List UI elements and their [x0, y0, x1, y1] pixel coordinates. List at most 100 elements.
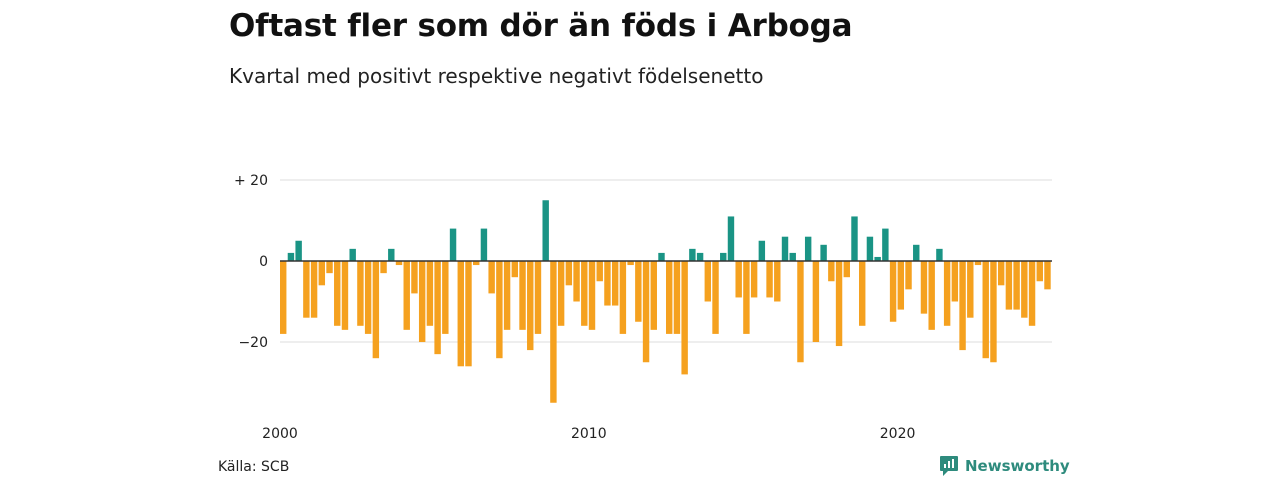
bar — [696, 252, 704, 261]
bar — [673, 261, 681, 334]
bar — [480, 228, 488, 261]
bar — [689, 248, 696, 261]
bar — [1013, 261, 1020, 310]
bar — [974, 261, 982, 266]
bar — [843, 261, 850, 278]
bar — [318, 261, 326, 286]
chart-subtitle: Kvartal med positivt respektive negativt… — [229, 64, 764, 88]
bar — [959, 261, 966, 351]
bar — [681, 261, 688, 375]
bar — [774, 261, 781, 302]
brand-name: Newsworthy — [965, 457, 1070, 475]
bar — [287, 252, 295, 261]
bar — [951, 261, 959, 302]
bar — [596, 261, 603, 282]
bar — [488, 261, 495, 294]
brand-logo: Newsworthy — [939, 455, 1070, 477]
bar — [395, 261, 403, 266]
bar — [712, 261, 719, 334]
bar — [851, 216, 858, 261]
y-tick-label: 0 — [259, 254, 268, 270]
bar — [403, 261, 410, 330]
bar — [1036, 261, 1043, 282]
bar — [735, 261, 742, 298]
bar — [434, 261, 441, 355]
bar — [557, 261, 565, 326]
bar — [1028, 261, 1036, 326]
bar — [936, 248, 943, 261]
bar — [418, 261, 426, 342]
bar — [835, 261, 843, 347]
bar — [442, 261, 449, 334]
bar — [897, 261, 905, 310]
bar — [542, 200, 549, 261]
chart-title: Oftast fler som dör än föds i Arboga — [229, 8, 853, 44]
bar — [581, 261, 588, 326]
bar — [611, 261, 619, 306]
bar — [859, 261, 866, 326]
bar — [882, 228, 889, 261]
bar — [797, 261, 804, 363]
bar — [380, 261, 387, 274]
newsworthy-logo-icon — [940, 456, 958, 476]
bar — [349, 248, 356, 261]
bar — [565, 261, 573, 286]
bar — [1021, 261, 1028, 318]
x-tick-label: 2020 — [880, 426, 916, 442]
source-note: Källa: SCB — [218, 459, 290, 475]
bar — [457, 261, 464, 367]
bar — [642, 261, 650, 363]
bar — [866, 236, 874, 261]
bar — [666, 261, 673, 334]
x-tick-label: 2000 — [262, 426, 298, 442]
x-tick-label: 2010 — [571, 426, 607, 442]
bar — [766, 261, 773, 298]
bar — [658, 252, 665, 261]
bar — [943, 261, 951, 326]
bar — [812, 261, 820, 342]
bar — [750, 261, 758, 298]
bar — [905, 261, 912, 290]
bar — [1005, 261, 1013, 310]
bar — [650, 261, 657, 330]
bar — [889, 261, 897, 322]
bar — [997, 261, 1005, 286]
bar — [982, 261, 989, 359]
bar — [990, 261, 997, 363]
bar — [635, 261, 642, 322]
bar — [789, 252, 796, 261]
bar — [604, 261, 611, 306]
bar — [334, 261, 341, 326]
bar — [967, 261, 974, 318]
bar — [1044, 261, 1051, 290]
bar — [820, 244, 827, 261]
bar — [928, 261, 935, 330]
bar — [781, 236, 789, 261]
bar — [449, 228, 457, 261]
bar — [519, 261, 526, 330]
bar — [473, 261, 480, 266]
bar — [588, 261, 596, 330]
bar — [619, 261, 627, 334]
bar — [411, 261, 418, 294]
y-tick-label: −20 — [238, 335, 268, 351]
bar — [388, 248, 395, 261]
bar — [303, 261, 310, 318]
bar — [357, 261, 364, 326]
bar — [310, 261, 318, 318]
bar — [503, 261, 511, 330]
bar — [496, 261, 503, 359]
bar — [758, 240, 766, 261]
bar — [804, 236, 812, 261]
bar — [372, 261, 380, 359]
bar — [704, 261, 712, 302]
bar — [511, 261, 519, 278]
bar — [913, 244, 920, 261]
bar — [627, 261, 634, 266]
bar — [727, 216, 735, 261]
bar — [743, 261, 750, 334]
bar — [720, 252, 727, 261]
bar — [341, 261, 349, 330]
bar — [295, 240, 302, 261]
